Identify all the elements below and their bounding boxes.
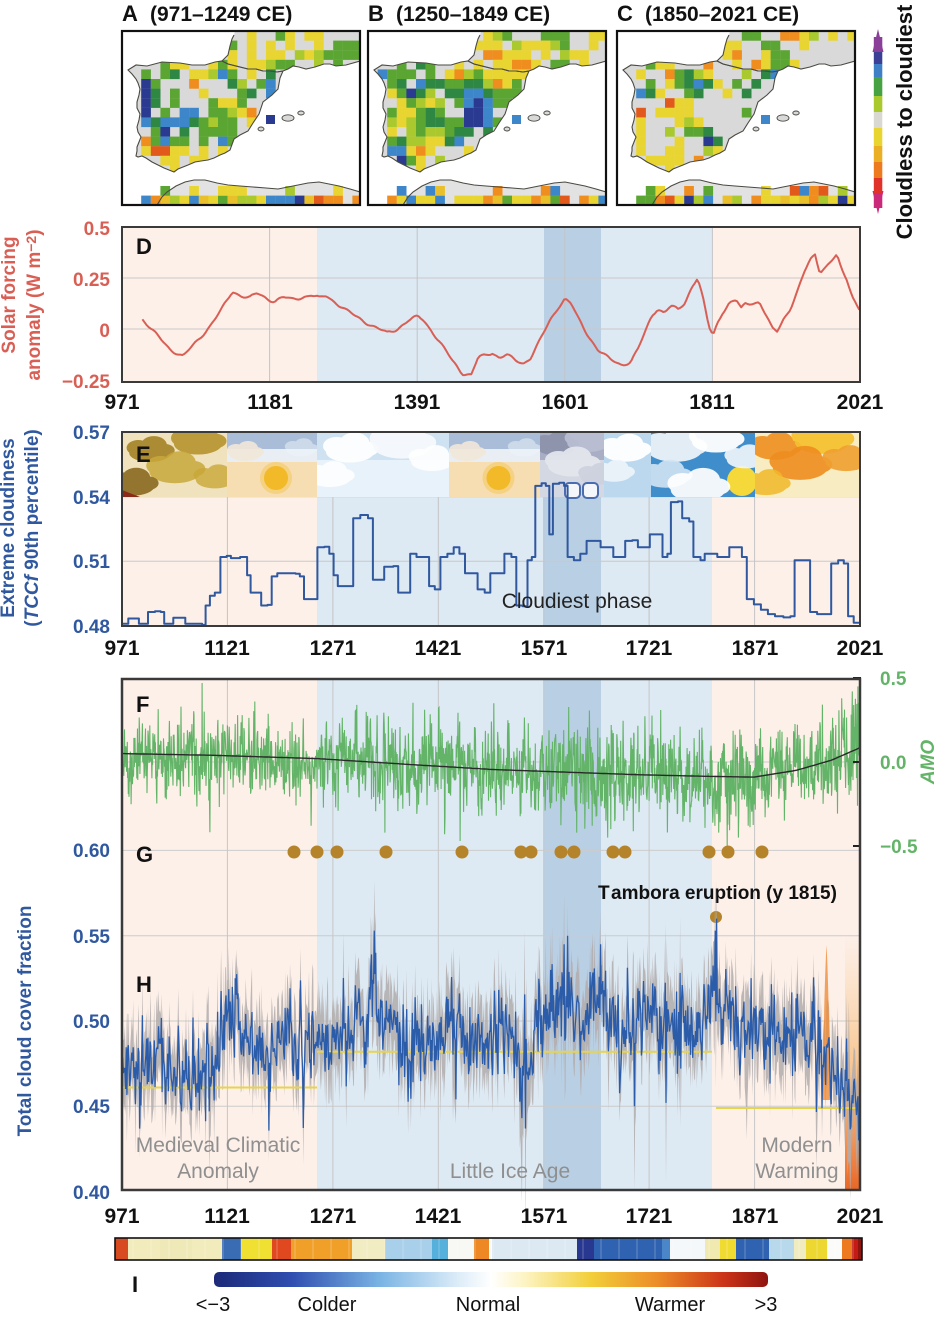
svg-text:Extreme cloudiness: Extreme cloudiness: [0, 438, 19, 618]
svg-text:F: F: [136, 692, 149, 717]
svg-text:0.45: 0.45: [73, 1097, 110, 1118]
svg-text:Colder: Colder: [298, 1294, 357, 1316]
svg-text:1121: 1121: [204, 637, 250, 660]
svg-text:Solar forcing: Solar forcing: [0, 236, 20, 353]
svg-text:T: T: [598, 883, 610, 904]
svg-text:971: 971: [104, 1205, 139, 1228]
svg-text:ambora eruption (y 1815): ambora eruption (y 1815): [611, 883, 837, 904]
svg-text:Warming: Warming: [755, 1160, 838, 1183]
svg-text:(1250–1849 CE): (1250–1849 CE): [396, 3, 550, 26]
svg-text:1271: 1271: [310, 1205, 357, 1228]
svg-text:−0.5: −0.5: [880, 837, 918, 858]
svg-text:1871: 1871: [732, 1205, 779, 1228]
svg-text:1271: 1271: [310, 637, 357, 660]
svg-text:0.0: 0.0: [880, 753, 906, 774]
svg-text:1121: 1121: [204, 1205, 250, 1228]
svg-text:0.25: 0.25: [73, 270, 110, 291]
svg-text:>3: >3: [755, 1294, 778, 1316]
svg-text:0.5: 0.5: [880, 669, 907, 690]
svg-text:1601: 1601: [542, 391, 589, 414]
svg-text:E: E: [136, 442, 151, 467]
svg-text:<−3: <−3: [196, 1294, 230, 1316]
svg-text:D: D: [136, 234, 152, 259]
svg-text:971: 971: [104, 637, 139, 660]
svg-text:2021: 2021: [837, 637, 884, 660]
svg-text:Warmer: Warmer: [635, 1294, 706, 1316]
svg-text:1811: 1811: [689, 391, 735, 414]
svg-text:971: 971: [104, 391, 139, 414]
svg-text:1181: 1181: [247, 391, 293, 414]
svg-text:1721: 1721: [626, 1205, 673, 1228]
svg-text:(TCCf 90th percentile): (TCCf 90th percentile): [22, 429, 43, 626]
svg-text:Total cloud cover fraction: Total cloud cover fraction: [15, 906, 36, 1137]
svg-text:Normal: Normal: [456, 1294, 520, 1316]
svg-text:Little Ice Age: Little Ice Age: [450, 1160, 570, 1183]
svg-text:1571: 1571: [521, 637, 568, 660]
svg-text:Medieval Climatic: Medieval Climatic: [136, 1134, 301, 1157]
svg-text:−0.25: −0.25: [62, 372, 111, 393]
svg-text:0.57: 0.57: [73, 423, 110, 444]
svg-text:anomaly (W m−2): anomaly (W m−2): [23, 229, 45, 380]
svg-text:1571: 1571: [521, 1205, 568, 1228]
svg-text:2021: 2021: [837, 391, 884, 414]
svg-text:Cloudiest phase: Cloudiest phase: [502, 590, 653, 613]
svg-text:AMO: AMO: [918, 740, 939, 786]
svg-text:0.51: 0.51: [73, 552, 110, 573]
svg-text:0.48: 0.48: [73, 617, 110, 638]
svg-text:0.55: 0.55: [73, 927, 110, 948]
svg-text:Modern: Modern: [761, 1134, 832, 1157]
svg-text:0.5: 0.5: [84, 219, 111, 240]
svg-text:A: A: [122, 1, 138, 26]
svg-text:1421: 1421: [415, 637, 462, 660]
svg-text:0.50: 0.50: [73, 1012, 110, 1033]
svg-text:G: G: [136, 842, 153, 867]
svg-text:(971–1249 CE): (971–1249 CE): [150, 3, 292, 26]
svg-text:0.60: 0.60: [73, 841, 110, 862]
svg-text:0: 0: [99, 321, 110, 342]
svg-text:H: H: [136, 972, 152, 997]
svg-text:Anomaly: Anomaly: [177, 1160, 259, 1183]
svg-text:1871: 1871: [732, 637, 779, 660]
svg-text:C: C: [617, 1, 633, 26]
svg-text:I: I: [132, 1272, 138, 1297]
svg-text:Cloudless to cloudiest: Cloudless to cloudiest: [892, 4, 917, 239]
svg-text:1391: 1391: [394, 391, 441, 414]
svg-text:1721: 1721: [626, 637, 673, 660]
svg-text:2021: 2021: [837, 1205, 884, 1228]
svg-text:0.54: 0.54: [73, 488, 110, 509]
svg-text:0.40: 0.40: [73, 1183, 110, 1204]
svg-text:1421: 1421: [415, 1205, 462, 1228]
svg-text:B: B: [368, 1, 384, 26]
svg-text:(1850–2021 CE): (1850–2021 CE): [645, 3, 799, 26]
